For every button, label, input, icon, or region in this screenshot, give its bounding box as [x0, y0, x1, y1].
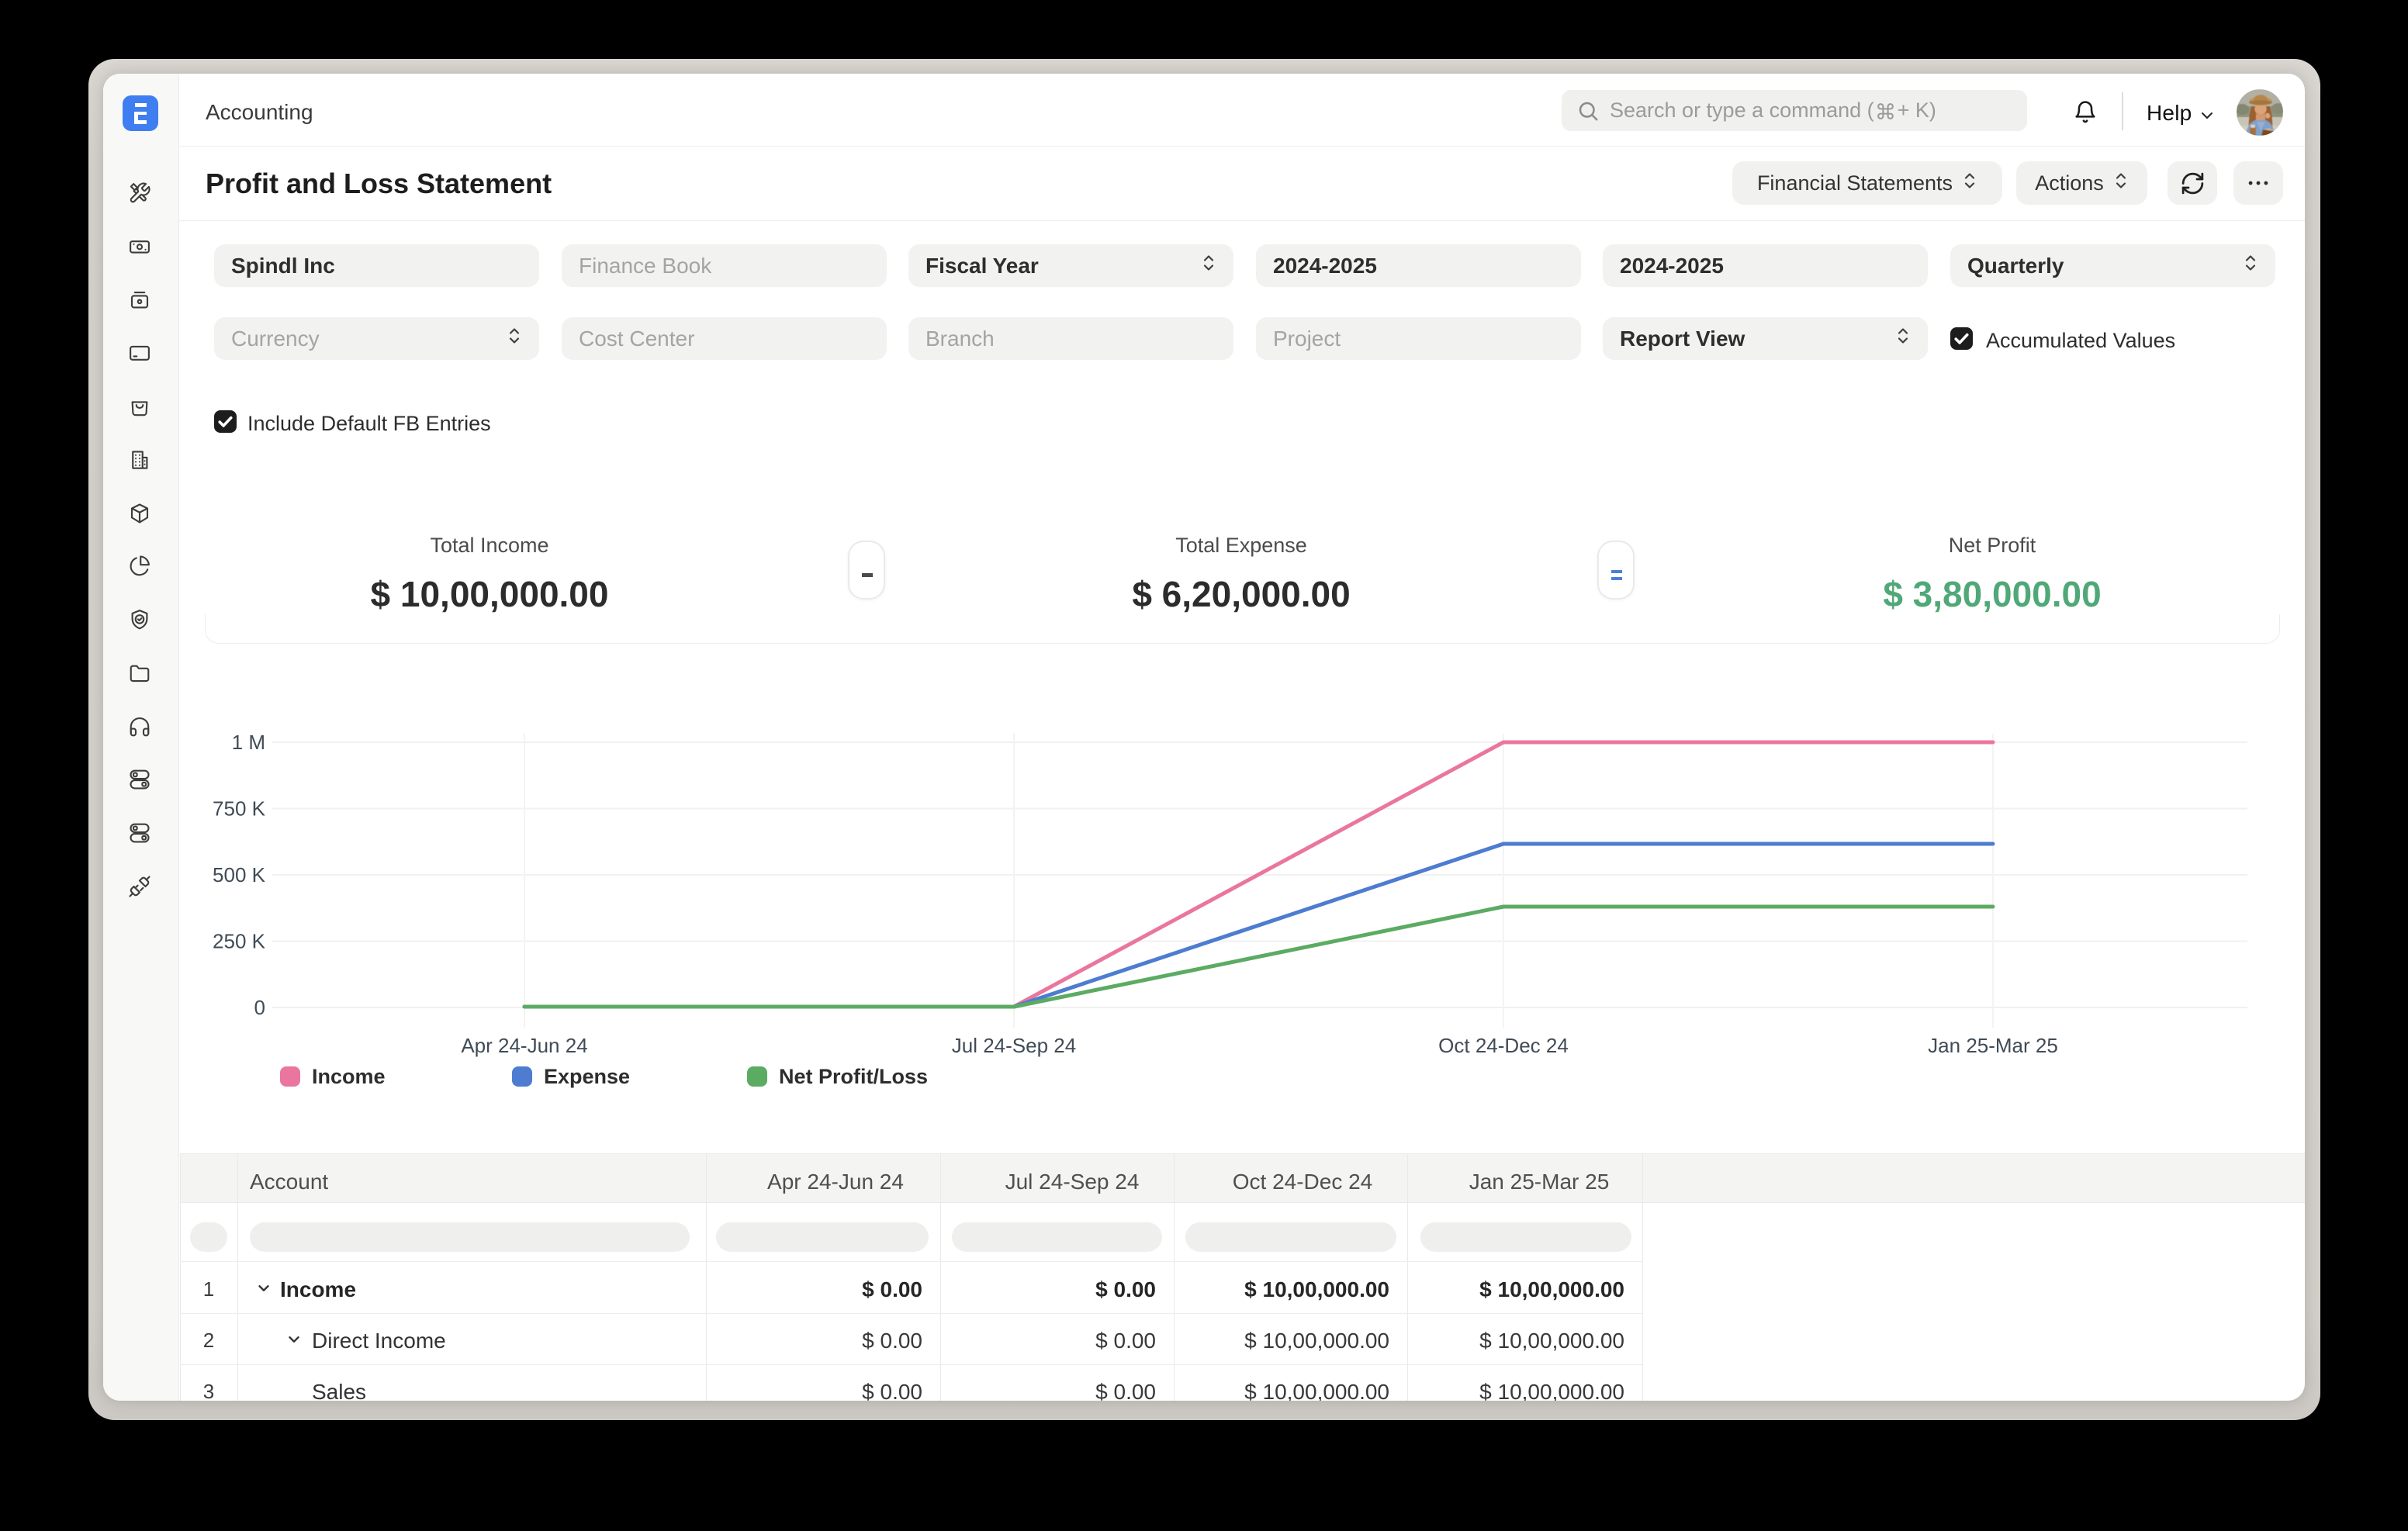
svg-text:1 M: 1 M — [232, 731, 265, 754]
svg-text:250 K: 250 K — [213, 930, 266, 953]
svg-text:500 K: 500 K — [213, 863, 266, 886]
svg-text:Oct 24-Dec 24: Oct 24-Dec 24 — [1438, 1034, 1569, 1057]
svg-text:Income: Income — [312, 1065, 386, 1088]
svg-text:0: 0 — [254, 996, 265, 1019]
svg-text:Jul 24-Sep 24: Jul 24-Sep 24 — [952, 1034, 1076, 1057]
svg-text:Net Profit/Loss: Net Profit/Loss — [779, 1065, 928, 1088]
svg-text:Expense: Expense — [544, 1065, 630, 1088]
svg-text:Apr 24-Jun 24: Apr 24-Jun 24 — [461, 1034, 587, 1057]
svg-text:Jan 25-Mar 25: Jan 25-Mar 25 — [1928, 1034, 2058, 1057]
svg-text:750 K: 750 K — [213, 797, 266, 821]
